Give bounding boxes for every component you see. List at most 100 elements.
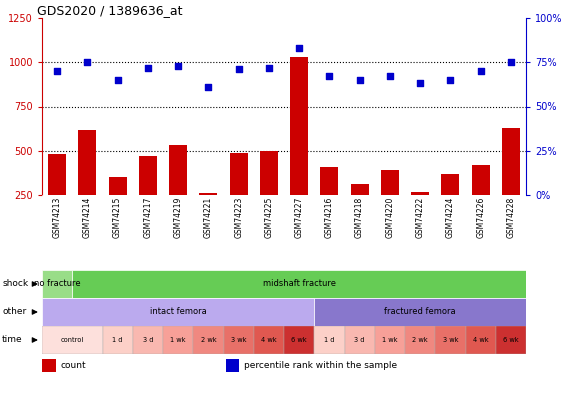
Point xyxy=(325,73,334,80)
Point xyxy=(355,77,364,83)
Point xyxy=(264,64,274,71)
Text: 4 wk: 4 wk xyxy=(261,337,277,343)
Bar xyxy=(108,177,127,239)
Point xyxy=(506,59,516,66)
Text: 3 d: 3 d xyxy=(143,337,153,343)
Bar xyxy=(48,154,66,239)
Text: intact femora: intact femora xyxy=(150,307,207,316)
Bar xyxy=(441,174,460,239)
Bar xyxy=(496,195,526,270)
Text: 1 d: 1 d xyxy=(112,337,123,343)
Bar xyxy=(465,195,496,270)
Bar xyxy=(351,184,369,239)
Text: GSM74225: GSM74225 xyxy=(264,196,274,238)
Bar xyxy=(465,326,496,354)
Text: GSM74216: GSM74216 xyxy=(325,196,334,238)
Text: control: control xyxy=(61,337,84,343)
Bar xyxy=(472,165,490,239)
Bar xyxy=(405,195,435,270)
Bar xyxy=(435,195,465,270)
Bar xyxy=(502,128,520,239)
Bar xyxy=(284,195,314,270)
Point xyxy=(476,68,485,75)
Text: count: count xyxy=(61,361,86,370)
Point xyxy=(113,77,122,83)
Text: 3 wk: 3 wk xyxy=(231,337,246,343)
Text: other: other xyxy=(2,307,26,316)
Text: GSM74217: GSM74217 xyxy=(143,196,152,238)
Point xyxy=(416,80,425,87)
Bar xyxy=(42,195,73,270)
Bar xyxy=(314,326,344,354)
Bar xyxy=(132,326,163,354)
Text: 3 wk: 3 wk xyxy=(443,337,458,343)
Text: 2 wk: 2 wk xyxy=(412,337,428,343)
Text: 1 d: 1 d xyxy=(324,337,335,343)
Point xyxy=(295,45,304,51)
Text: 1 wk: 1 wk xyxy=(382,337,397,343)
Bar xyxy=(73,195,103,270)
Bar xyxy=(254,326,284,354)
Bar xyxy=(381,170,399,239)
Point xyxy=(446,77,455,83)
Text: GSM74220: GSM74220 xyxy=(385,196,395,238)
Bar xyxy=(344,195,375,270)
Bar xyxy=(103,326,132,354)
Text: percentile rank within the sample: percentile rank within the sample xyxy=(244,361,397,370)
Bar xyxy=(163,326,193,354)
Bar xyxy=(139,156,157,239)
Bar xyxy=(226,359,239,372)
Bar xyxy=(405,326,435,354)
Text: 6 wk: 6 wk xyxy=(503,337,518,343)
Text: GSM74227: GSM74227 xyxy=(295,196,304,238)
Bar xyxy=(344,326,375,354)
Bar xyxy=(254,195,284,270)
Point xyxy=(234,66,243,72)
Text: fractured femora: fractured femora xyxy=(384,307,456,316)
Text: 4 wk: 4 wk xyxy=(473,337,488,343)
Text: shock: shock xyxy=(2,279,28,288)
Bar xyxy=(193,326,223,354)
Bar xyxy=(169,145,187,239)
Text: time: time xyxy=(2,335,23,345)
Bar xyxy=(163,195,193,270)
Text: GSM74221: GSM74221 xyxy=(204,196,213,238)
Bar xyxy=(223,326,254,354)
Text: GDS2020 / 1389636_at: GDS2020 / 1389636_at xyxy=(37,4,183,17)
Bar xyxy=(314,195,344,270)
Bar xyxy=(199,193,218,239)
Text: 6 wk: 6 wk xyxy=(291,337,307,343)
Point xyxy=(83,59,92,66)
Text: GSM74224: GSM74224 xyxy=(446,196,455,238)
Text: GSM74215: GSM74215 xyxy=(113,196,122,238)
Bar xyxy=(42,298,314,326)
Bar xyxy=(260,151,278,239)
Point xyxy=(204,84,213,90)
Text: GSM74223: GSM74223 xyxy=(234,196,243,238)
Point xyxy=(174,62,183,69)
Text: midshaft fracture: midshaft fracture xyxy=(263,279,336,288)
Bar xyxy=(375,195,405,270)
Bar xyxy=(103,195,132,270)
Bar xyxy=(78,130,96,239)
Point xyxy=(53,68,62,75)
Bar xyxy=(290,57,308,239)
Bar xyxy=(375,326,405,354)
Bar xyxy=(223,195,254,270)
Text: GSM74222: GSM74222 xyxy=(416,196,425,238)
Bar xyxy=(284,326,314,354)
Bar xyxy=(411,192,429,239)
Text: GSM74214: GSM74214 xyxy=(83,196,92,238)
Text: 3 d: 3 d xyxy=(355,337,365,343)
Bar xyxy=(314,298,526,326)
Point xyxy=(385,73,395,80)
Text: 2 wk: 2 wk xyxy=(200,337,216,343)
Bar xyxy=(435,326,465,354)
Bar xyxy=(230,153,248,239)
Text: GSM74218: GSM74218 xyxy=(355,196,364,238)
Text: GSM74213: GSM74213 xyxy=(53,196,62,238)
Bar xyxy=(42,270,73,298)
Bar xyxy=(320,167,339,239)
Text: 1 wk: 1 wk xyxy=(170,337,186,343)
Bar xyxy=(132,195,163,270)
